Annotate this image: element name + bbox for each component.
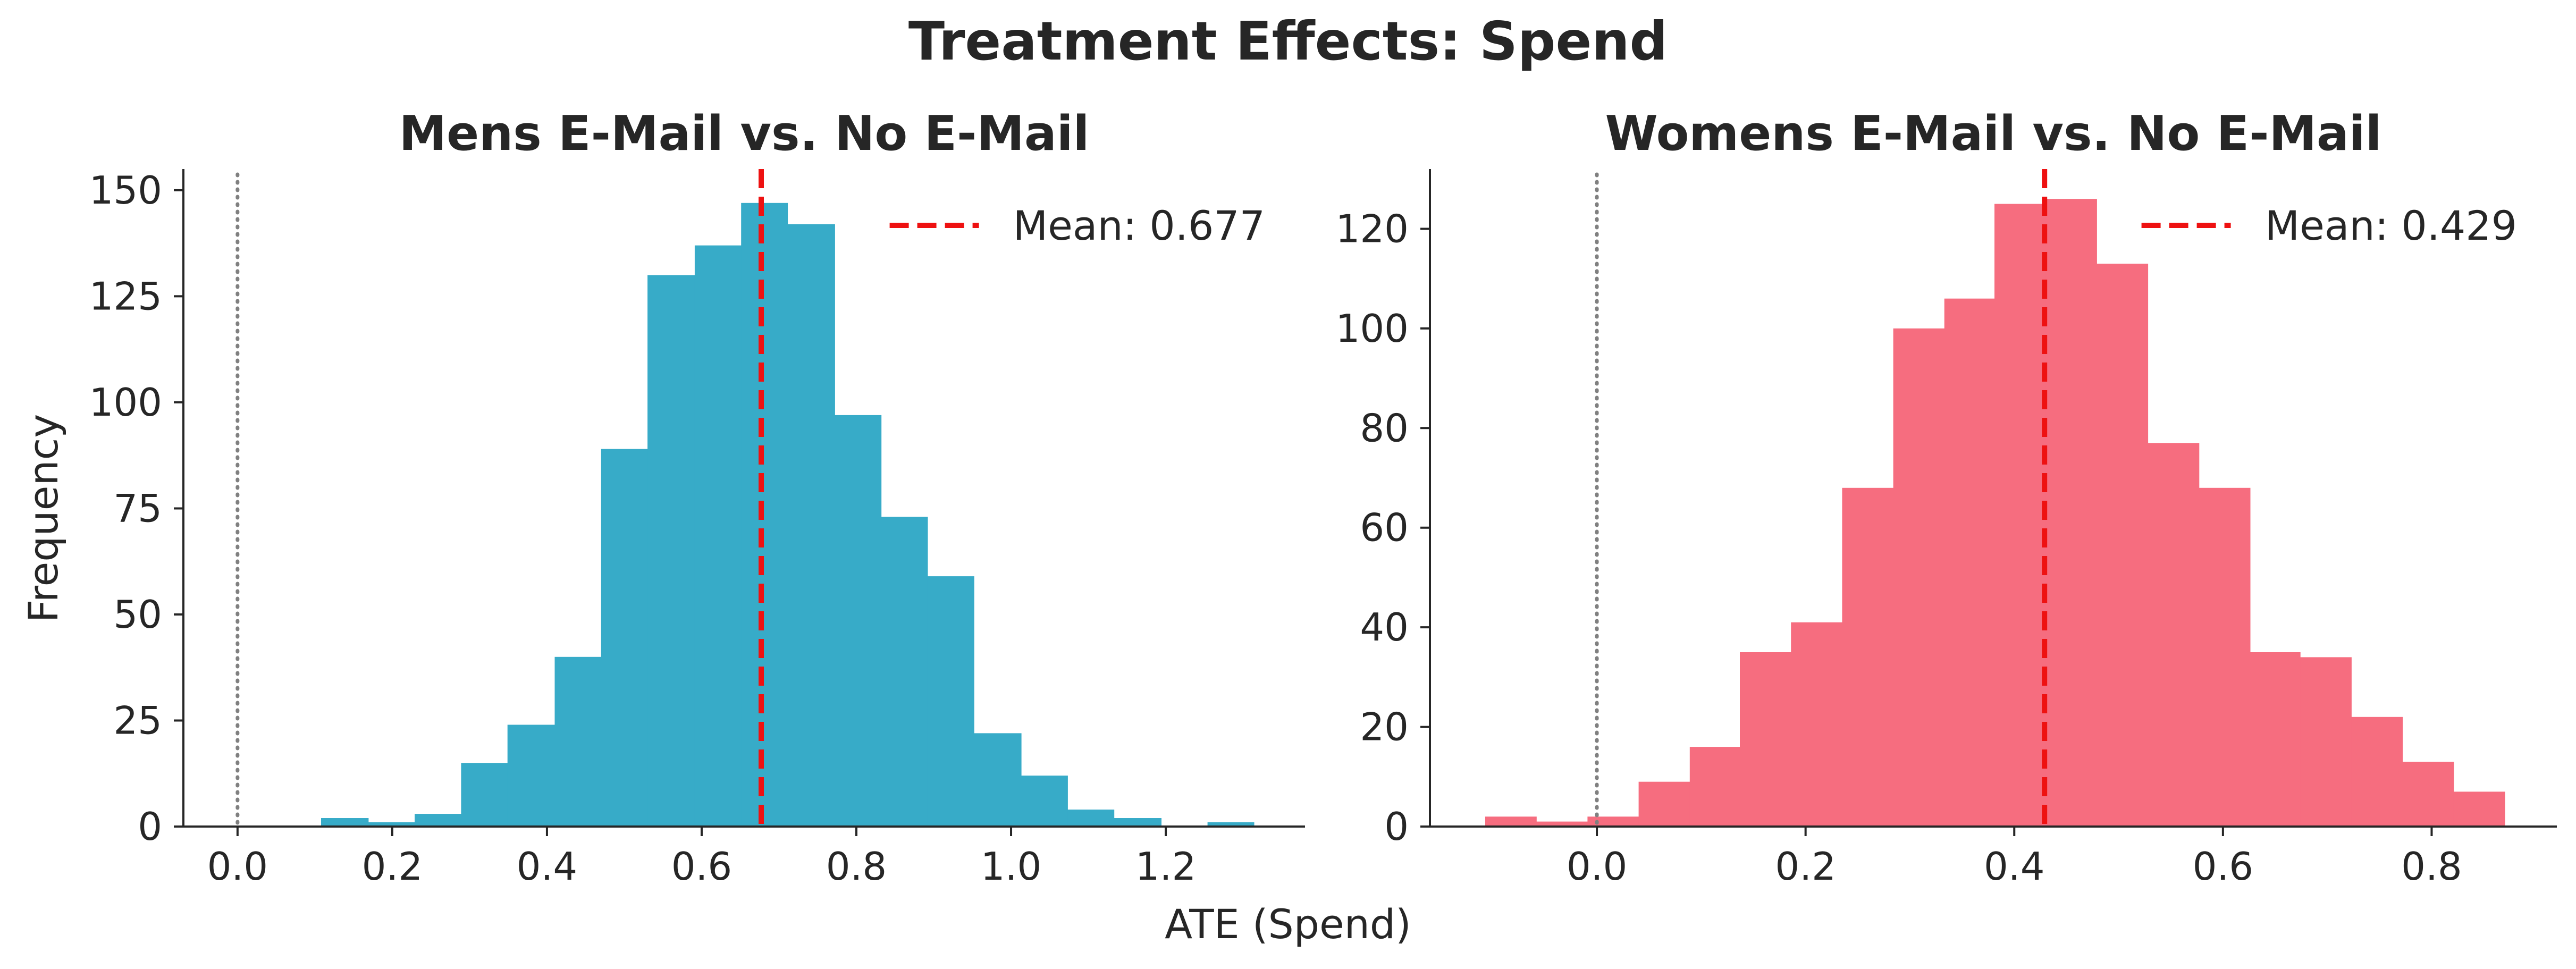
histogram-bar bbox=[1994, 204, 2046, 827]
histogram-bar bbox=[787, 224, 835, 827]
histogram-bar bbox=[368, 822, 415, 827]
histogram-bar bbox=[2199, 487, 2251, 827]
histogram-bar bbox=[507, 724, 555, 827]
x-tick-label: 0.0 bbox=[1567, 844, 1628, 889]
histogram-bar bbox=[647, 275, 695, 827]
histogram-bar bbox=[2097, 264, 2149, 827]
figure-xlabel: ATE (Spend) bbox=[1165, 900, 1411, 948]
x-tick-label: 0.2 bbox=[362, 844, 423, 889]
histogram-bar bbox=[415, 814, 461, 827]
histogram-bar bbox=[1893, 328, 1945, 827]
histogram-bar bbox=[1842, 487, 1894, 827]
histogram-bar bbox=[1114, 818, 1161, 827]
y-tick-label: 40 bbox=[1360, 605, 1409, 650]
histogram-bar bbox=[321, 818, 369, 827]
histogram-bar bbox=[881, 517, 928, 827]
y-tick-label: 100 bbox=[1336, 306, 1409, 351]
histogram-bar bbox=[1791, 622, 1842, 827]
y-tick-label: 75 bbox=[113, 486, 162, 530]
y-tick-label: 80 bbox=[1360, 406, 1409, 450]
x-tick-label: 0.6 bbox=[2193, 844, 2254, 889]
histogram-bar bbox=[835, 415, 882, 827]
histogram-bar bbox=[1207, 822, 1255, 827]
panel-title: Womens E-Mail vs. No E-Mail bbox=[1605, 106, 2382, 162]
x-tick-label: 0.4 bbox=[517, 844, 578, 889]
panel-mens-email: 0.0 0.2 0.4 0.6 0.8 1.0 1.2 0 25 50 75 100 125 150 Men… bbox=[89, 106, 1305, 889]
y-tick-label: 125 bbox=[89, 274, 162, 318]
histogram-bar bbox=[694, 245, 742, 827]
histogram-bar bbox=[1638, 781, 1690, 827]
histogram-bar bbox=[2351, 717, 2403, 827]
x-tick-label: 0.4 bbox=[1984, 844, 2045, 889]
x-tick-label: 1.2 bbox=[1135, 844, 1197, 889]
histogram-bar bbox=[2453, 791, 2505, 827]
histogram-bar bbox=[2402, 762, 2454, 827]
histogram-bar bbox=[1536, 821, 1588, 827]
panel-womens-email: 0.0 0.2 0.4 0.6 0.8 0 20 40 60 80 100 120 Womens E-M… bbox=[1336, 106, 2557, 889]
y-tick-label: 20 bbox=[1360, 705, 1409, 749]
legend-label: Mean: 0.677 bbox=[1013, 202, 1265, 249]
x-tick-label: 0.2 bbox=[1775, 844, 1836, 889]
y-tick-label: 60 bbox=[1360, 505, 1409, 550]
x-tick-label: 0.8 bbox=[2401, 844, 2462, 889]
histogram-bar bbox=[1587, 816, 1639, 827]
histogram-bar bbox=[1485, 816, 1537, 827]
x-tick-label: 0.0 bbox=[207, 844, 268, 889]
y-tick-label: 0 bbox=[1384, 804, 1409, 849]
panel-title: Mens E-Mail vs. No E-Mail bbox=[399, 106, 1090, 162]
histogram-bar bbox=[974, 733, 1022, 827]
histogram-bar bbox=[554, 656, 602, 827]
histogram-bar bbox=[741, 203, 788, 827]
histogram-bar bbox=[1021, 776, 1068, 827]
y-tick-label: 25 bbox=[113, 698, 162, 743]
y-tick-label: 50 bbox=[113, 592, 162, 637]
y-tick-label: 0 bbox=[138, 804, 162, 849]
x-tick-label: 0.6 bbox=[671, 844, 733, 889]
histogram-bar bbox=[2148, 443, 2200, 827]
histogram-bar bbox=[1067, 810, 1115, 827]
histogram-bar bbox=[1740, 652, 1791, 827]
y-tick-label: 100 bbox=[89, 380, 162, 425]
y-tick-label: 150 bbox=[89, 168, 162, 213]
histogram-bar bbox=[461, 763, 508, 827]
histogram-bar bbox=[2045, 199, 2097, 827]
histogram-bar bbox=[1689, 747, 1740, 827]
histogram-bar bbox=[601, 449, 648, 827]
figure-ylabel: Frequency bbox=[20, 414, 67, 623]
legend-label: Mean: 0.429 bbox=[2265, 202, 2517, 249]
figure-title: Treatment Effects: Spend bbox=[908, 10, 1668, 72]
histogram-bar bbox=[927, 576, 974, 827]
histogram-bar bbox=[2300, 657, 2352, 827]
histogram-bar bbox=[1944, 298, 1995, 827]
histogram-bar bbox=[2250, 652, 2301, 827]
y-tick-label: 120 bbox=[1336, 206, 1409, 251]
x-tick-label: 1.0 bbox=[981, 844, 1042, 889]
x-tick-label: 0.8 bbox=[826, 844, 887, 889]
